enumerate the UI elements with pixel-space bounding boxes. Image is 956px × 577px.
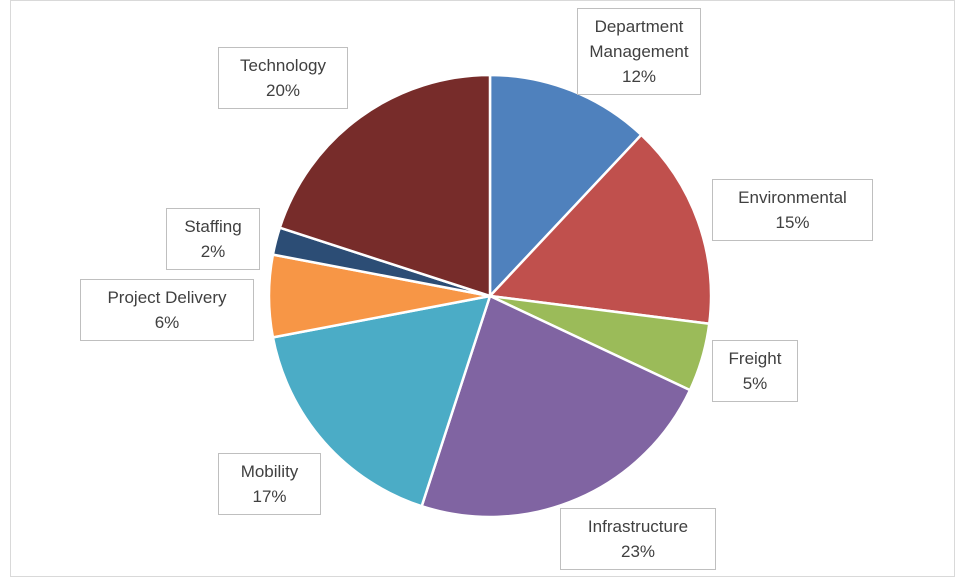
data-label: Staffing 2% — [166, 208, 260, 270]
label-name: Staffing — [184, 217, 242, 236]
label-value: 6% — [154, 313, 180, 332]
data-label: Mobility 17% — [218, 453, 321, 515]
label-name: Freight — [728, 349, 782, 368]
label-value: 2% — [200, 242, 226, 261]
pie-slice — [420, 294, 692, 519]
label-value: 20% — [265, 81, 301, 100]
label-value: 17% — [252, 487, 287, 506]
pie-slice — [488, 73, 644, 300]
pie-slice — [487, 133, 713, 326]
label-name: Department Management — [589, 17, 689, 61]
data-label: Department Management 12% — [577, 8, 701, 95]
data-label: Project Delivery 6% — [80, 279, 254, 341]
label-name: Environmental — [738, 188, 847, 207]
data-label: Freight 5% — [712, 340, 798, 402]
data-label: Technology 20% — [218, 47, 348, 109]
pie-slice — [271, 294, 492, 508]
label-name: Technology — [239, 56, 326, 75]
label-value: 12% — [621, 67, 657, 86]
pie-slice — [278, 73, 492, 298]
data-label: Infrastructure 23% — [560, 508, 716, 570]
label-value: 23% — [620, 542, 656, 561]
data-label: Environmental 15% — [712, 179, 873, 241]
label-name: Infrastructure — [587, 517, 689, 536]
label-value: 15% — [775, 213, 810, 232]
label-name: Project Delivery — [107, 288, 227, 307]
label-value: 5% — [742, 374, 768, 393]
label-name: Mobility — [240, 462, 299, 481]
